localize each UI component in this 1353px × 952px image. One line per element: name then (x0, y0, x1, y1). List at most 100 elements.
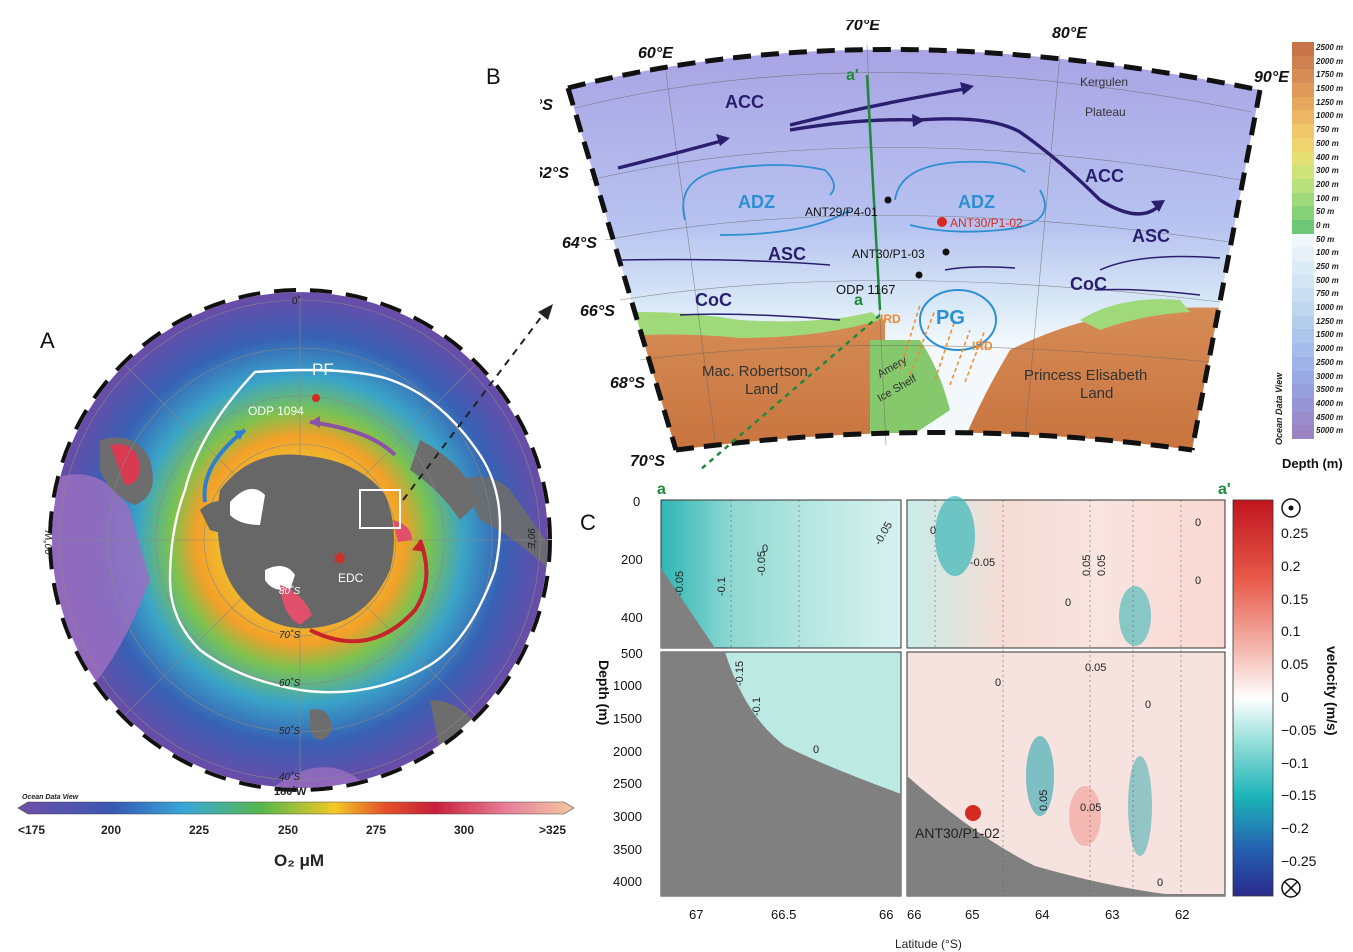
svg-text:-0.15: -0.15 (734, 661, 746, 686)
depth-swatch (1292, 69, 1314, 84)
depth-swatch-label: 2000 m (1316, 56, 1344, 66)
upper-right-westward-core (935, 496, 975, 576)
depth-swatch (1292, 274, 1314, 289)
adz-gyre-arrows (682, 160, 1046, 236)
x-ticks: 67 66.5 66 66 65 64 63 62 (689, 907, 1189, 922)
svg-text:3000: 3000 (613, 809, 642, 824)
depth-swatch (1292, 397, 1314, 412)
cast-station-lines (730, 500, 1182, 896)
depth-swatch-label: 50 m (1316, 207, 1335, 217)
velocity-colorbar (1232, 499, 1274, 897)
svg-text:0: 0 (930, 525, 936, 537)
pf-label: PF (312, 360, 334, 379)
section-line (865, 74, 882, 311)
map-frame-top (567, 47, 1261, 93)
weddell-gyre-arrow (202, 428, 247, 503)
depth-swatch (1292, 233, 1314, 248)
svg-text:0.05: 0.05 (1038, 790, 1050, 811)
o2-tick-4: 275 (366, 823, 386, 837)
velocity-axis-title: velocity (m/s) (1324, 646, 1340, 735)
section-site-label: ANT30/P1-02 (915, 825, 1000, 841)
upper-left-subplot (660, 499, 902, 649)
depth-swatch-label: 1000 m (1316, 303, 1344, 313)
section-start-label: a (854, 292, 863, 309)
y-ticks-lower: 500 1000 1500 2000 2500 3000 3500 4000 (613, 646, 643, 889)
svg-text:2500: 2500 (613, 776, 642, 791)
connector-arrows (402, 304, 553, 501)
svg-text:0: 0 (633, 494, 640, 509)
map-frame-bottom (675, 430, 1193, 453)
ird-label-2: IRD (972, 339, 993, 353)
svg-text:−0.05: −0.05 (1281, 722, 1317, 738)
svg-text:−0.1: −0.1 (1281, 755, 1309, 771)
polar-frame-ring (48, 288, 552, 792)
depth-swatch (1292, 137, 1314, 152)
depth-swatch (1292, 178, 1314, 193)
lat-80s-label: 80˚S (279, 585, 300, 597)
odv-brand-a: Ocean Data View (22, 794, 79, 801)
svg-text:66.5: 66.5 (771, 907, 796, 922)
prydz-gyre-arrow (919, 289, 997, 351)
svg-text:0.05: 0.05 (1085, 662, 1106, 674)
lat-62s-label-b: 62°S (540, 165, 569, 182)
svg-text:0: 0 (995, 677, 1001, 689)
zoom-arrow-head (538, 304, 553, 320)
ross-ice-shelf (265, 566, 295, 591)
svg-text:0: 0 (813, 744, 819, 756)
o2-tick-5: 300 (454, 823, 474, 837)
depth-swatch (1292, 370, 1314, 385)
site-ant30p103-label: ANT30/P1-03 (852, 247, 925, 261)
depth-swatch-label: 4500 m (1316, 412, 1344, 422)
depth-swatch-label: 1750 m (1316, 70, 1344, 80)
australia-nz-landmass (430, 700, 480, 750)
svg-text:0: 0 (1145, 699, 1151, 711)
upper-left-seafloor (661, 568, 715, 648)
depth-swatch-label: 1250 m (1316, 316, 1344, 326)
site-ant30p102-marker (937, 217, 947, 227)
depth-swatch (1292, 219, 1314, 235)
depth-swatch-label: 50 m (1316, 234, 1335, 244)
lat-60s-label-b: 60°S (540, 97, 553, 114)
svg-text:4000: 4000 (613, 874, 642, 889)
svg-text:-0.1: -0.1 (751, 697, 763, 716)
africa-landmass (410, 440, 480, 520)
study-area-box (359, 489, 401, 529)
panel-c-velocity-section: a a' ANT30/P1-02 -0.05 -0.05 -0.1 0 -0.0… (596, 481, 1340, 951)
svg-text:0.05: 0.05 (1081, 555, 1093, 576)
asc-label-1: ASC (768, 244, 806, 264)
site-ant29-label: ANT29/P4-01 (805, 205, 878, 219)
depth-swatch (1292, 42, 1314, 57)
depth-swatch (1292, 343, 1314, 358)
meridian-90w-label: 90˚W (43, 530, 55, 555)
prydz-bay-high-o2 (393, 520, 412, 542)
depth-swatch (1292, 151, 1314, 166)
o2-tick-2: 225 (189, 823, 209, 837)
ross-sea-high-o2 (280, 585, 312, 625)
depth-swatch (1292, 329, 1314, 344)
depth-swatch (1292, 110, 1314, 125)
svg-text:0: 0 (1195, 575, 1201, 587)
depth-swatch (1292, 315, 1314, 330)
depth-swatch (1292, 261, 1314, 276)
lat-60s-label: 60˚S (279, 677, 300, 689)
depth-scale-title: Depth (m) (1282, 456, 1343, 471)
edc-label: EDC (338, 571, 364, 585)
acc-arrowheads (716, 82, 1165, 212)
panel-c-letter: C (580, 510, 596, 535)
map-frame-left (565, 87, 679, 451)
asc-label-2: ASC (1132, 226, 1170, 246)
section-site-marker (965, 805, 981, 821)
depth-swatch (1292, 288, 1314, 303)
lower-right-seafloor (907, 776, 1225, 896)
depth-swatch-label: 5000 m (1316, 426, 1344, 436)
svg-text:-0.05: -0.05 (756, 551, 768, 576)
svg-text:500: 500 (621, 646, 643, 661)
svg-text:64: 64 (1035, 907, 1049, 922)
depth-swatch-label: 100 m (1316, 193, 1339, 203)
depth-swatch-label: 400 m (1316, 152, 1339, 162)
out-of-page-icon (1281, 498, 1301, 518)
svg-text:66: 66 (879, 907, 893, 922)
pel-land-label: Land (1080, 385, 1113, 402)
depth-swatch-label: 1500 m (1316, 330, 1344, 340)
svg-text:1500: 1500 (613, 711, 642, 726)
